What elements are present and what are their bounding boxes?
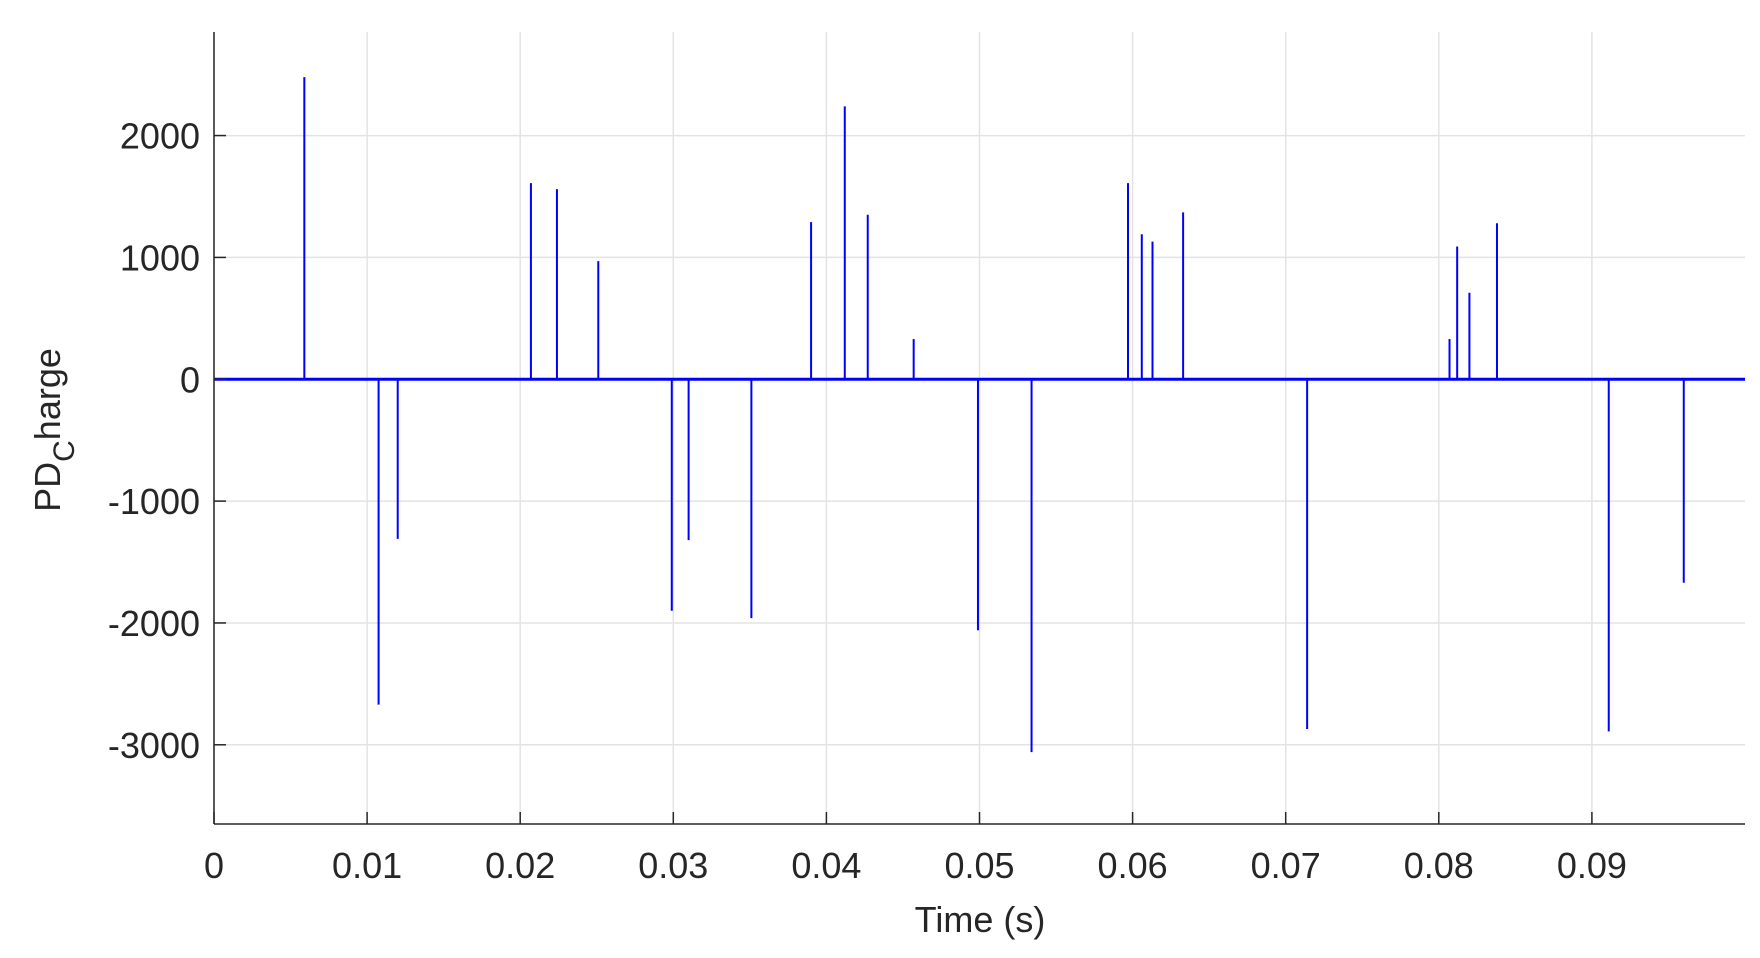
y-label-part: harge xyxy=(27,348,68,440)
x-tick-label: 0.07 xyxy=(1251,845,1321,886)
y-tick-label: 1000 xyxy=(120,237,200,278)
axes: 0 0.01 0.02 0.03 0.04 0.05 0.06 0.07 0.08 0.09 -30… xyxy=(108,32,1745,886)
x-tick-label: 0.01 xyxy=(332,845,402,886)
y-tick-label: -2000 xyxy=(108,603,200,644)
y-label-subscript: C xyxy=(48,440,81,462)
x-tick-label: 0.02 xyxy=(485,845,555,886)
y-tick-label: -3000 xyxy=(108,725,200,766)
x-tick-label: 0.05 xyxy=(944,845,1014,886)
x-tick-label: 0 xyxy=(204,845,224,886)
x-tick-label: 0.09 xyxy=(1557,845,1627,886)
y-label-part: PD xyxy=(27,462,68,512)
y-axis-label: PDCharge xyxy=(27,348,81,512)
y-tick-label: 0 xyxy=(180,359,200,400)
y-tick-label: -1000 xyxy=(108,481,200,522)
y-tick-label: 2000 xyxy=(120,116,200,157)
x-axis-label: Time (s) xyxy=(915,899,1046,940)
x-tick-label: 0.08 xyxy=(1404,845,1474,886)
x-tick-label: 0.03 xyxy=(638,845,708,886)
x-tick-label: 0.06 xyxy=(1098,845,1168,886)
grid xyxy=(213,32,1745,824)
x-tick-label: 0.04 xyxy=(791,845,861,886)
plot-area xyxy=(214,77,1745,753)
